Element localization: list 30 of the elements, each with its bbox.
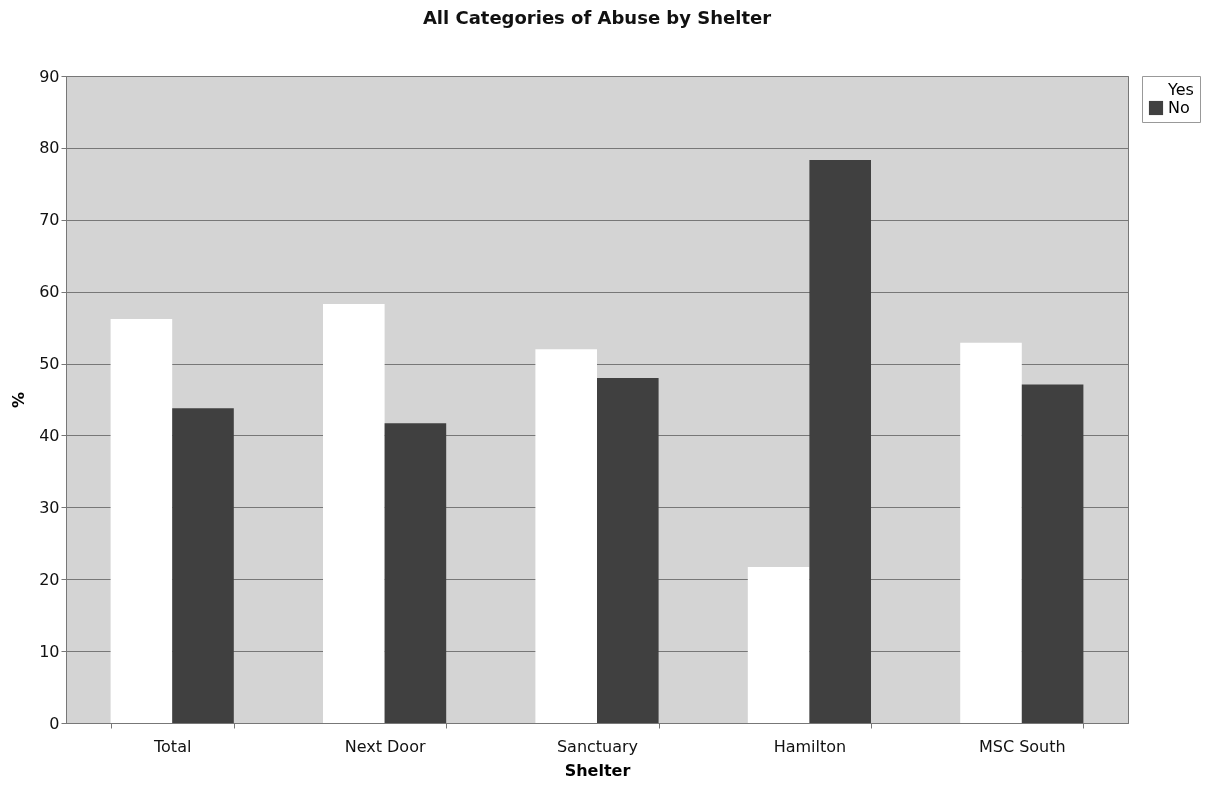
x-tick-label: Next Door [344,736,426,756]
y-tick-label: 60 [39,282,60,302]
y-tick-label: 20 [39,569,60,589]
bar [172,408,234,723]
y-axis-title: % [9,391,29,409]
bar [535,349,597,723]
bar [1021,384,1084,723]
bar [110,318,173,723]
bar [323,303,385,723]
bar [747,567,810,723]
y-tick-label: 90 [39,66,60,86]
bar [960,342,1022,723]
x-tick-label: MSC South [978,736,1066,756]
legend-label: No [1168,98,1190,117]
y-tick-label: 50 [39,354,60,374]
bar [597,377,659,723]
x-axis-title: Shelter [564,760,631,780]
y-tick-label: 30 [39,497,60,517]
text: Yes [1167,80,1194,99]
y-tick-label: 0 [49,713,60,733]
x-tick-label: Total [153,736,192,756]
x-tick-label: Hamilton [773,736,847,756]
y-tick-label: 40 [39,425,60,445]
x-tick-label: Sanctuary [556,736,639,756]
y-tick-label: 70 [39,210,60,230]
chart-title: All Categories of Abuse by Shelter [422,7,772,28]
y-tick-label: 80 [39,138,60,158]
y-tick-label: 10 [39,641,60,661]
bar [384,423,447,723]
bar [809,160,871,723]
